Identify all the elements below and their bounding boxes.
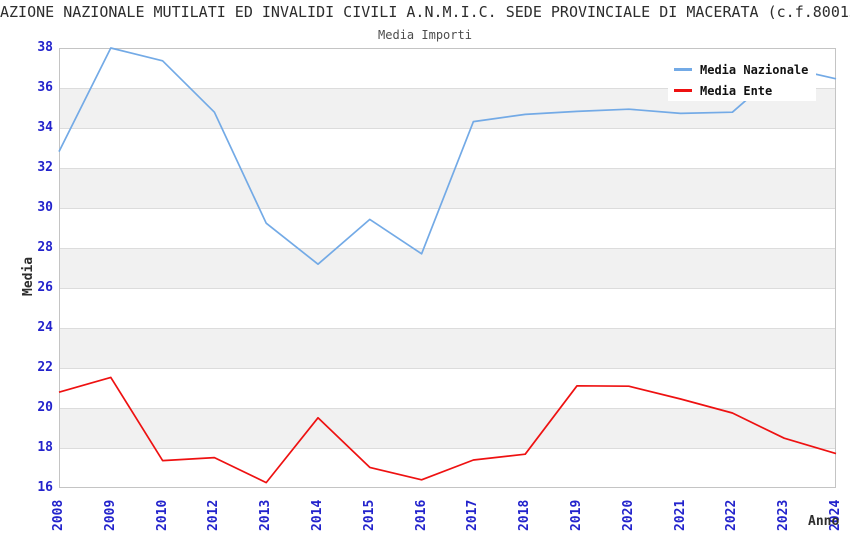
legend-label-media-ente: Media Ente <box>700 83 773 98</box>
y-tick-label: 18 <box>37 440 53 455</box>
plot-band <box>59 408 836 448</box>
y-tick-label: 32 <box>37 160 53 175</box>
gridline <box>59 248 836 249</box>
plot-band <box>59 328 836 368</box>
y-tick-label: 24 <box>37 320 53 335</box>
gridline <box>59 128 836 129</box>
gridline <box>59 448 836 449</box>
x-axis-title: Anno <box>808 514 840 529</box>
y-tick-label: 34 <box>37 120 53 135</box>
gridline <box>59 288 836 289</box>
legend-swatch-media-nazionale <box>674 68 692 71</box>
gridline <box>59 408 836 409</box>
y-tick-label: 22 <box>37 360 53 375</box>
gridline <box>59 88 836 89</box>
legend-item-media-ente: Media Ente <box>674 80 816 101</box>
y-tick-label: 38 <box>37 40 53 55</box>
plot-band <box>59 368 836 408</box>
plot-band <box>59 248 836 288</box>
series-line-media-nazionale <box>58 47 837 266</box>
gridline <box>59 328 836 329</box>
y-tick-label: 20 <box>37 400 53 415</box>
series-line-media-ente <box>58 376 837 484</box>
y-tick-label: 16 <box>37 480 53 495</box>
chart-subtitle: Media Importi <box>378 28 472 42</box>
y-tick-label: 28 <box>37 240 53 255</box>
legend-label-media-nazionale: Media Nazionale <box>700 62 809 77</box>
legend-swatch-media-ente <box>674 89 692 92</box>
plot-band <box>59 448 836 488</box>
plot-band <box>59 208 836 248</box>
gridline <box>59 168 836 169</box>
plot-band <box>59 128 836 168</box>
y-tick-label: 30 <box>37 200 53 215</box>
y-tick-label: 26 <box>37 280 53 295</box>
legend-item-media-nazionale: Media Nazionale <box>674 59 816 80</box>
legend: Media Nazionale Media Ente <box>668 57 816 101</box>
plot-band <box>59 288 836 328</box>
y-tick-label: 36 <box>37 80 53 95</box>
gridline <box>59 368 836 369</box>
chart-title: AZIONE NAZIONALE MUTILATI ED INVALIDI CI… <box>0 3 850 21</box>
gridline <box>59 208 836 209</box>
plot-area <box>59 48 836 488</box>
